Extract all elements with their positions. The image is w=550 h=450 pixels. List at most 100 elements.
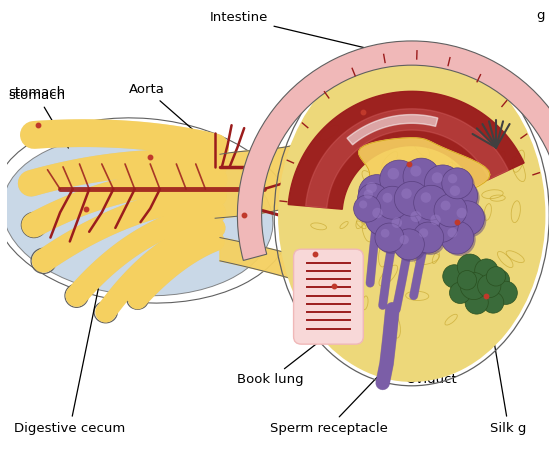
Circle shape <box>403 204 440 240</box>
Circle shape <box>354 195 381 222</box>
Circle shape <box>380 160 419 199</box>
Circle shape <box>442 168 473 199</box>
Text: Sperm receptacle: Sperm receptacle <box>270 369 387 435</box>
Circle shape <box>419 228 428 238</box>
Circle shape <box>449 282 471 303</box>
Circle shape <box>388 168 399 180</box>
Circle shape <box>387 212 421 248</box>
Circle shape <box>465 291 488 314</box>
Ellipse shape <box>97 305 114 320</box>
Circle shape <box>426 167 463 204</box>
Text: Intestine: Intestine <box>210 12 374 50</box>
Circle shape <box>382 193 392 202</box>
Circle shape <box>393 229 425 260</box>
Circle shape <box>360 185 390 216</box>
Circle shape <box>392 217 402 228</box>
Circle shape <box>410 211 421 222</box>
Circle shape <box>450 185 460 196</box>
Circle shape <box>359 175 395 211</box>
Polygon shape <box>306 109 508 208</box>
Circle shape <box>486 267 505 286</box>
Text: Digestive cecum: Digestive cecum <box>14 289 125 435</box>
Circle shape <box>448 174 457 183</box>
FancyBboxPatch shape <box>294 249 364 344</box>
Text: Book lung: Book lung <box>237 336 326 386</box>
Circle shape <box>436 196 469 229</box>
Polygon shape <box>347 115 438 145</box>
Ellipse shape <box>25 216 43 234</box>
Circle shape <box>425 210 460 244</box>
Polygon shape <box>359 138 490 212</box>
Circle shape <box>452 202 486 238</box>
Circle shape <box>365 201 400 236</box>
Circle shape <box>488 270 510 291</box>
Circle shape <box>414 185 449 220</box>
Circle shape <box>494 281 518 305</box>
Circle shape <box>395 231 426 262</box>
Circle shape <box>399 235 409 244</box>
Text: g: g <box>536 9 544 22</box>
Circle shape <box>358 183 388 214</box>
Circle shape <box>482 292 504 313</box>
Circle shape <box>415 224 446 255</box>
Text: Aorta: Aorta <box>129 83 226 158</box>
Circle shape <box>384 211 420 245</box>
Circle shape <box>360 176 397 213</box>
Circle shape <box>375 223 404 252</box>
Circle shape <box>405 160 442 197</box>
Circle shape <box>456 208 467 218</box>
Circle shape <box>444 170 475 201</box>
Polygon shape <box>220 238 328 290</box>
Circle shape <box>364 189 373 199</box>
Circle shape <box>355 197 383 224</box>
Ellipse shape <box>23 175 39 192</box>
Circle shape <box>441 201 450 211</box>
Circle shape <box>410 166 421 176</box>
Circle shape <box>432 172 443 183</box>
Circle shape <box>382 162 420 201</box>
Circle shape <box>425 165 461 202</box>
Polygon shape <box>215 135 317 218</box>
Circle shape <box>434 194 467 227</box>
Circle shape <box>443 223 476 256</box>
Text: stomach: stomach <box>9 86 66 99</box>
Circle shape <box>396 183 431 218</box>
Text: stomach: stomach <box>9 89 68 148</box>
Circle shape <box>405 206 442 243</box>
Circle shape <box>359 200 367 208</box>
Circle shape <box>367 202 402 238</box>
Polygon shape <box>288 91 524 209</box>
Circle shape <box>412 222 444 253</box>
Text: Oviduct: Oviduct <box>400 295 457 386</box>
Ellipse shape <box>278 49 546 382</box>
Circle shape <box>402 189 412 199</box>
Circle shape <box>381 229 389 238</box>
Circle shape <box>366 182 377 193</box>
Circle shape <box>394 181 429 216</box>
Circle shape <box>441 221 474 254</box>
Circle shape <box>416 187 450 222</box>
Circle shape <box>477 274 501 297</box>
Circle shape <box>460 272 487 300</box>
Circle shape <box>403 158 440 195</box>
Circle shape <box>376 186 409 219</box>
Circle shape <box>447 228 457 238</box>
Text: Silk g: Silk g <box>487 298 527 435</box>
Circle shape <box>443 265 466 288</box>
Circle shape <box>445 180 480 215</box>
Circle shape <box>378 188 411 221</box>
Circle shape <box>449 201 485 236</box>
Ellipse shape <box>35 252 52 270</box>
Wedge shape <box>238 41 550 261</box>
Circle shape <box>457 254 482 279</box>
Circle shape <box>424 207 458 243</box>
Circle shape <box>421 192 431 202</box>
Circle shape <box>457 270 477 290</box>
Circle shape <box>430 215 441 225</box>
Ellipse shape <box>25 128 43 142</box>
Circle shape <box>377 225 406 254</box>
Ellipse shape <box>68 288 85 304</box>
Circle shape <box>475 259 498 282</box>
Ellipse shape <box>130 293 145 306</box>
Circle shape <box>372 208 383 218</box>
